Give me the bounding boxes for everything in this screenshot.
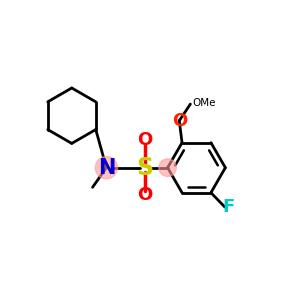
Text: O: O: [137, 186, 152, 204]
Text: O: O: [172, 112, 187, 130]
Text: F: F: [223, 198, 235, 216]
Text: S: S: [136, 156, 153, 180]
Text: O: O: [137, 131, 152, 149]
Text: OMe: OMe: [192, 98, 216, 108]
Circle shape: [95, 157, 118, 179]
Circle shape: [159, 159, 176, 176]
Text: N: N: [98, 158, 115, 178]
